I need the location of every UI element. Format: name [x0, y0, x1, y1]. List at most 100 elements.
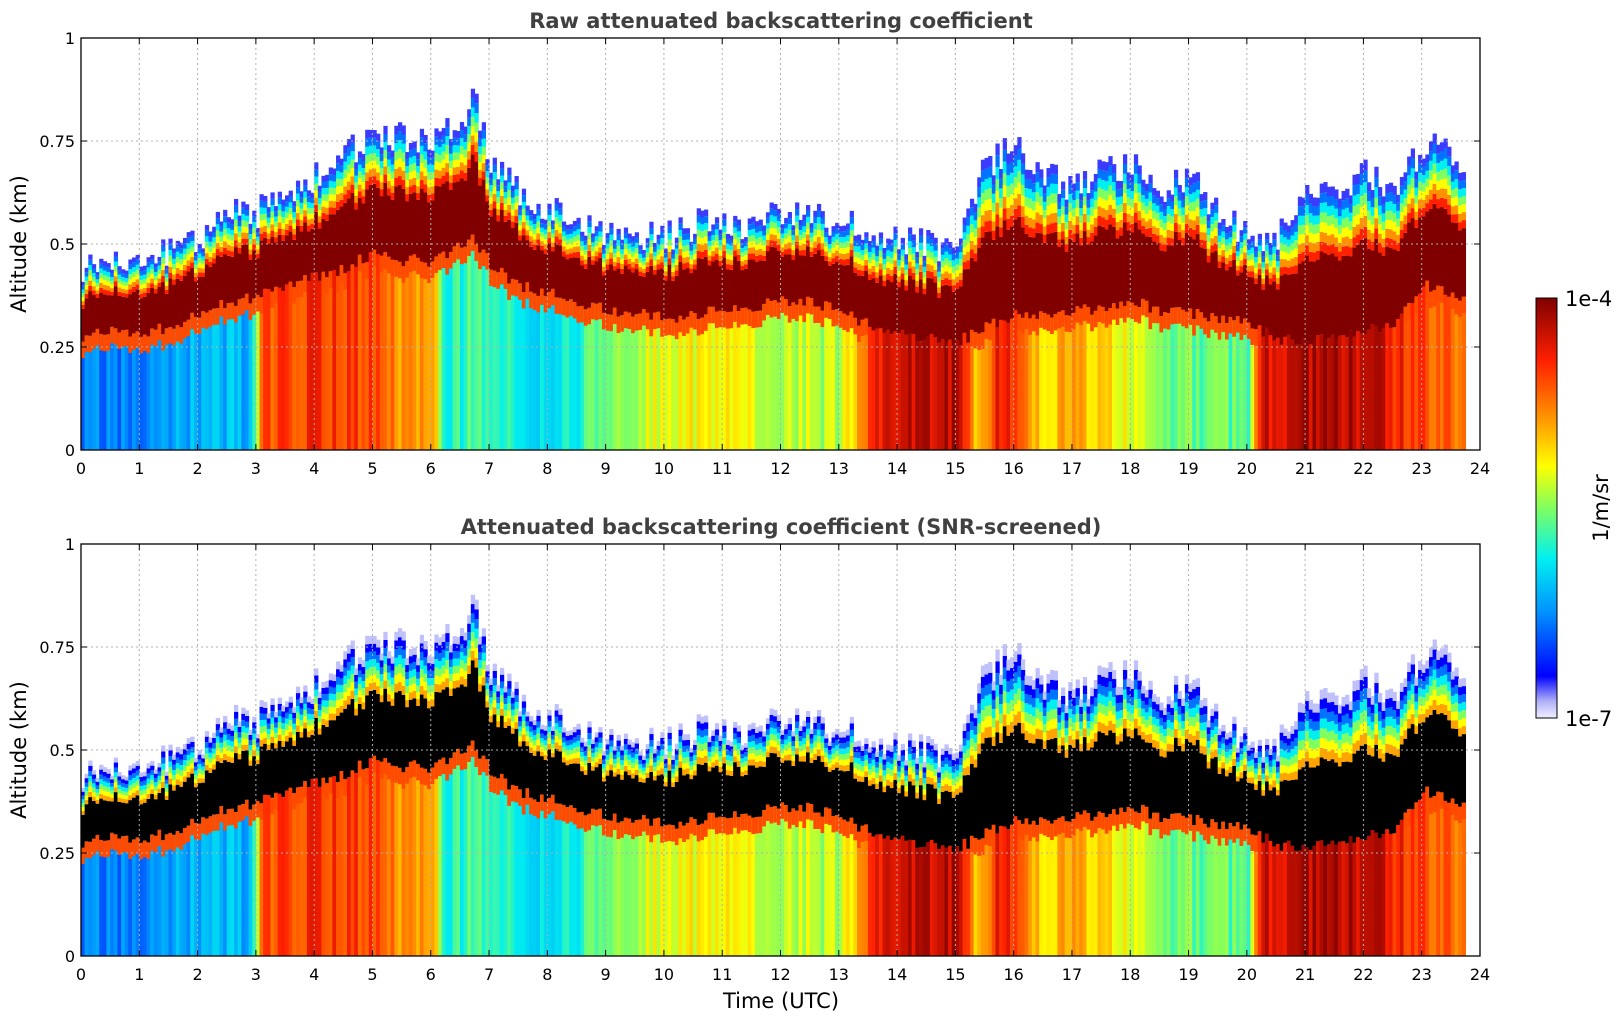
heat-cell [1173, 231, 1179, 308]
heat-cell [1017, 137, 1022, 149]
heat-cell [299, 197, 304, 203]
heat-cell [518, 235, 523, 241]
heat-cell [1385, 193, 1390, 202]
heat-cell [244, 221, 250, 228]
heat-cell [408, 255, 414, 450]
heat-cell [605, 259, 610, 265]
heat-cell [754, 311, 760, 328]
heat-cell [84, 841, 89, 858]
heat-cell [372, 755, 377, 956]
heat-cell [463, 686, 468, 753]
heat-cell [463, 663, 468, 672]
heat-cell [627, 243, 632, 249]
heat-cell [263, 201, 268, 208]
heat-cell [321, 212, 326, 219]
heat-cell [864, 318, 869, 450]
heat-cell [427, 172, 432, 180]
heat-cell [1286, 239, 1292, 247]
heat-cell [263, 225, 268, 232]
heat-cell [1112, 173, 1117, 182]
heat-cell [540, 232, 545, 237]
heat-cell [263, 719, 268, 726]
heat-cell [183, 275, 188, 322]
heat-cell [846, 223, 851, 230]
heat-cell [969, 207, 975, 216]
heat-cell [299, 786, 304, 956]
heat-cell [1108, 175, 1113, 186]
heat-cell [328, 187, 333, 195]
heat-cell [153, 799, 159, 836]
heat-cell [787, 218, 793, 225]
heat-cell [317, 198, 323, 205]
heat-cell [255, 751, 261, 756]
heat-cell [146, 262, 151, 268]
heat-cell [277, 210, 282, 217]
heat-cell [397, 664, 403, 674]
heat-cell [397, 646, 403, 656]
heat-cell [729, 245, 734, 251]
heat-cell [580, 265, 585, 306]
heat-cell [255, 800, 261, 818]
heat-cell [1101, 170, 1106, 181]
heat-cell [183, 827, 188, 956]
heat-cell [321, 218, 326, 272]
heat-cell [827, 235, 833, 240]
heat-cell [700, 317, 705, 335]
heat-cell [252, 250, 257, 299]
heat-cell [1345, 246, 1350, 256]
heat-cell [368, 161, 374, 170]
heat-cell [1326, 254, 1332, 339]
heat-cell [124, 329, 129, 347]
heat-cell [379, 688, 384, 696]
heat-cell [193, 822, 199, 956]
heat-cell [620, 254, 625, 260]
heat-cell [485, 183, 490, 190]
heat-cell [117, 283, 122, 288]
heat-cell [1064, 315, 1069, 450]
heat-cell [1319, 334, 1324, 450]
heat-cell [886, 256, 891, 263]
heat-cell [1086, 215, 1091, 223]
heat-cell [379, 761, 384, 779]
heat-cell [306, 213, 312, 220]
heat-cell [1042, 242, 1048, 313]
heat-cell [838, 258, 844, 265]
heat-cell [776, 208, 782, 215]
heat-cell [193, 281, 199, 317]
heat-cell [365, 262, 370, 279]
heat-cell [663, 319, 669, 450]
heat-cell [922, 294, 927, 341]
heat-cell [1428, 199, 1434, 210]
heat-cell [110, 794, 115, 798]
heat-cell [303, 210, 308, 217]
heat-cell [598, 252, 603, 258]
heat-cell [183, 754, 188, 761]
heat-cell [591, 242, 596, 247]
heat-cell [1017, 171, 1022, 183]
heat-cell [543, 295, 548, 313]
heat-cell [645, 271, 650, 313]
heat-cell [929, 278, 935, 334]
heat-cell [317, 704, 323, 711]
heat-cell [361, 667, 366, 675]
heat-cell [1192, 319, 1197, 336]
heat-cell [510, 203, 516, 210]
heat-cell [248, 750, 253, 756]
heat-cell [1155, 227, 1160, 236]
heat-cell [1301, 233, 1306, 244]
heat-cell [1432, 143, 1437, 154]
heat-cell [223, 728, 228, 735]
heat-cell [1243, 318, 1248, 450]
heat-cell [605, 314, 610, 450]
heat-cell [1203, 192, 1208, 201]
heat-cell [1006, 207, 1011, 219]
heat-cell [208, 246, 213, 252]
heat-cell [627, 253, 632, 259]
heat-cell [926, 336, 931, 450]
heat-cell [390, 150, 395, 158]
heat-cell [1163, 201, 1168, 209]
heat-cell [846, 241, 851, 248]
heat-cell [977, 207, 982, 218]
heat-cell [1297, 253, 1303, 264]
heat-cell [204, 312, 210, 330]
